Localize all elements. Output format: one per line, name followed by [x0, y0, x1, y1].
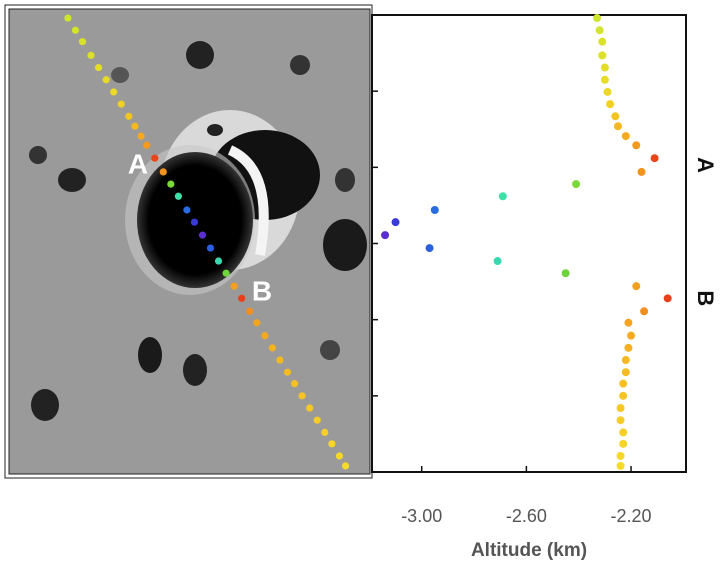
profile-point: [616, 461, 625, 470]
track-dot: [214, 257, 223, 265]
track-dot: [313, 416, 321, 424]
profile-point: [425, 244, 434, 253]
profile-point: [616, 452, 625, 461]
profile-point: [498, 192, 507, 201]
profile-point: [600, 63, 609, 72]
profile-label: A: [693, 157, 718, 173]
profile-point: [613, 122, 622, 131]
track-dot: [87, 51, 95, 59]
profile-point: [619, 428, 628, 437]
track-dot: [238, 294, 246, 302]
profile-point: [611, 112, 620, 121]
track-dot: [276, 356, 284, 364]
track-dot: [335, 452, 344, 460]
profile-point: [598, 37, 607, 46]
track-dot: [306, 404, 314, 412]
track-dot: [78, 38, 87, 46]
image-label-b: B: [252, 275, 272, 306]
profile-point: [616, 404, 625, 413]
track-dot: [190, 218, 199, 226]
x-axis-label: Altitude (km): [471, 540, 587, 561]
profile-track: [64, 14, 350, 470]
track-dot: [298, 392, 306, 400]
plot: -3.00 -2.60 -2.20 A B: [372, 14, 718, 526]
profile-point: [663, 294, 672, 303]
profile-point: [606, 100, 615, 109]
plot-frame: [371, 14, 687, 473]
track-dot: [71, 26, 80, 34]
profile-point: [493, 257, 502, 266]
profile-point: [616, 416, 625, 425]
profile-point: [561, 269, 570, 278]
track-dot: [206, 244, 215, 252]
track-dot: [290, 380, 299, 388]
track-dot: [117, 100, 125, 108]
track-dot: [328, 440, 336, 448]
track-dot: [183, 206, 191, 214]
profile-point: [603, 87, 612, 96]
track-dot: [253, 319, 261, 327]
profile-point: [619, 391, 628, 400]
track-dot: [137, 132, 145, 140]
track-dot: [125, 112, 133, 120]
track-dot: [159, 168, 167, 176]
track-dot: [131, 122, 139, 130]
profile-point: [621, 132, 630, 141]
track-dot: [230, 282, 238, 290]
image-label-a: A: [128, 148, 148, 179]
track-dot: [268, 344, 276, 352]
profile-point: [595, 26, 604, 35]
track-dot: [151, 154, 159, 162]
surface-image: [4, 4, 373, 479]
profile-point: [640, 307, 649, 316]
track-dot: [222, 269, 230, 277]
profile-point: [430, 205, 439, 214]
track-dot: [261, 332, 269, 340]
track-dot: [94, 63, 103, 72]
track-dot: [341, 462, 350, 470]
x-tick-label: -2.60: [506, 506, 547, 526]
profile-point: [624, 343, 633, 352]
profile-point: [627, 331, 636, 340]
profile-point: [593, 14, 602, 23]
track-dot: [174, 192, 182, 200]
profile-point: [381, 231, 390, 240]
profile-point: [637, 167, 646, 176]
track-dot: [102, 76, 110, 84]
track-dot: [110, 88, 118, 96]
track-dot: [167, 180, 175, 188]
profile-point: [624, 318, 633, 327]
profile-point: [572, 180, 581, 189]
track-dot: [198, 231, 207, 239]
profile-point: [632, 141, 641, 150]
profile-point: [391, 218, 400, 227]
profile-point: [621, 368, 630, 377]
x-tick-label: -2.20: [611, 506, 652, 526]
profile-point: [619, 439, 628, 448]
profile-point: [650, 154, 659, 163]
x-tick-label: -3.00: [401, 506, 442, 526]
track-dot: [246, 307, 254, 315]
profile-point: [632, 282, 641, 291]
profile-point: [600, 75, 609, 84]
profile-point: [598, 51, 607, 60]
track-dot: [283, 368, 292, 376]
profile-point: [619, 379, 628, 388]
track-dot: [321, 428, 329, 436]
track-dot: [64, 14, 72, 22]
profile-label: B: [693, 290, 718, 306]
track-dot: [143, 141, 151, 149]
profile-point: [621, 356, 630, 365]
